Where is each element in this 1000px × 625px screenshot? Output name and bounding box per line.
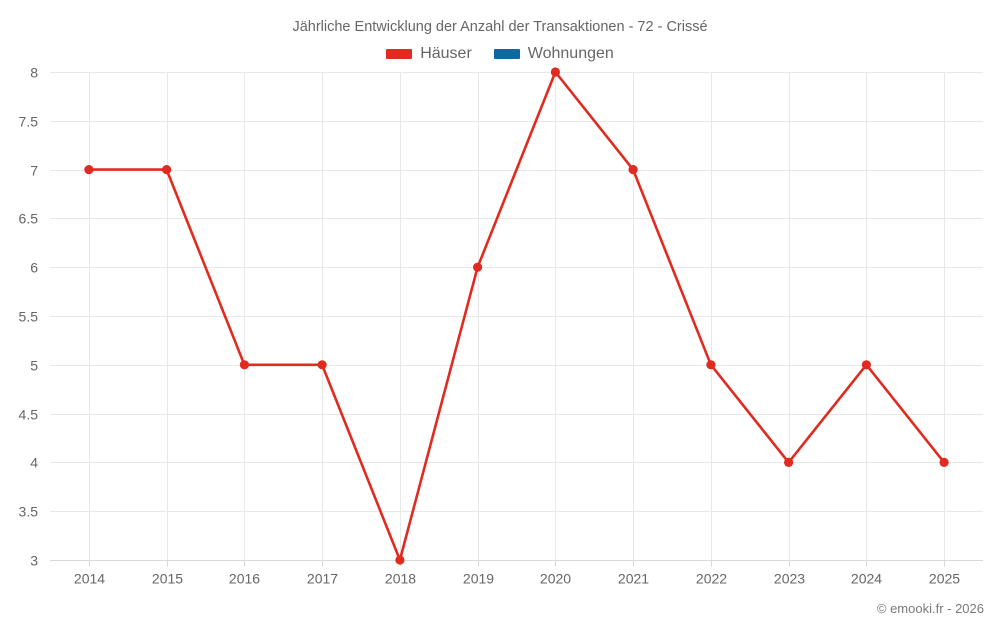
chart-legend: Häuser Wohnungen — [0, 44, 1000, 64]
y-axis-tick-label: 6 — [30, 260, 38, 276]
x-axis-tick-label: 2019 — [463, 571, 494, 587]
data-point[interactable] — [473, 262, 483, 272]
data-point[interactable] — [628, 165, 638, 175]
data-point[interactable] — [939, 457, 949, 467]
y-axis-tick-label: 3 — [30, 553, 38, 569]
data-point[interactable] — [395, 555, 405, 565]
series-points — [84, 67, 949, 565]
gridlines-horizontal — [50, 72, 983, 561]
y-axis-tick-label: 5 — [30, 358, 38, 374]
y-axis-tick-label: 7 — [30, 163, 38, 179]
legend-swatch-wohnungen — [493, 49, 520, 59]
x-axis-tick-label: 2017 — [307, 571, 338, 587]
series-line-häuser — [87, 70, 946, 562]
legend-label-hauser: Häuser — [420, 45, 472, 62]
legend-label-wohnungen: Wohnungen — [527, 45, 614, 62]
data-point[interactable] — [239, 360, 249, 370]
x-axis-tick-label: 2020 — [540, 571, 571, 587]
y-axis-tick-label: 7.5 — [19, 114, 39, 130]
y-axis-tick-label: 4.5 — [19, 407, 39, 423]
series-lines — [87, 70, 946, 562]
x-axis-tick-label: 2025 — [929, 571, 960, 587]
x-axis-tick-label: 2015 — [152, 571, 183, 587]
data-point[interactable] — [861, 360, 872, 370]
y-axis-tick-label: 4 — [30, 455, 38, 471]
x-axis-labels: 2014 2015 2016 2017 2018 2019 2020 2021 2022 2023… — [74, 571, 960, 587]
chart-title: Jährliche Entwicklung der Anzahl der Tra… — [292, 19, 708, 35]
x-axis-tick-label: 2023 — [774, 571, 805, 587]
data-point[interactable] — [706, 360, 716, 370]
y-axis-labels: 3 3.5 4 4.5 5 5.5 6 6.5 7 7.5 8 — [19, 65, 39, 569]
legend-swatch-hauser — [386, 49, 413, 59]
legend-item-wohnungen[interactable]: Wohnungen — [493, 44, 614, 64]
data-point[interactable] — [550, 67, 561, 77]
x-axis-tick-label: 2024 — [851, 571, 882, 587]
y-axis-tick-label: 5.5 — [19, 309, 39, 325]
legend-item-hauser[interactable]: Häuser — [386, 44, 472, 64]
y-axis-tick-label: 8 — [30, 65, 38, 81]
x-axis-tick-label: 2022 — [696, 571, 727, 587]
data-point[interactable] — [317, 360, 327, 370]
gridlines-vertical — [89, 72, 945, 561]
y-axis-tick-label: 3.5 — [19, 504, 39, 520]
x-axis-tick-label: 2018 — [385, 571, 416, 587]
data-point[interactable] — [84, 165, 94, 175]
y-axis-tick-label: 6.5 — [19, 211, 39, 227]
axis-lines — [50, 560, 983, 567]
data-point[interactable] — [162, 165, 172, 175]
copyright-text: © emooki.fr - 2026 — [876, 601, 984, 616]
x-axis-tick-label: 2014 — [74, 571, 105, 587]
data-point[interactable] — [784, 457, 794, 467]
x-axis-tick-label: 2016 — [229, 571, 260, 587]
x-axis-tick-label: 2021 — [618, 571, 649, 587]
